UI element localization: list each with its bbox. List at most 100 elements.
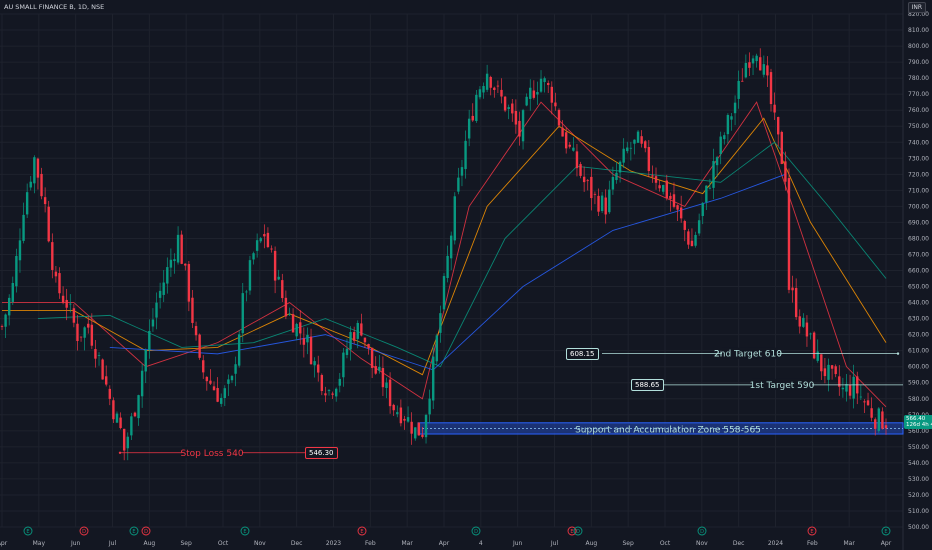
y-tick-label: 550.00 bbox=[908, 444, 929, 451]
candle-body bbox=[76, 323, 79, 342]
y-tick-label: 770.00 bbox=[908, 91, 929, 98]
y-tick-label: 810.00 bbox=[908, 27, 929, 34]
candle-body bbox=[841, 387, 845, 390]
candle-body bbox=[787, 178, 791, 290]
candle-body bbox=[507, 107, 510, 110]
candle-body bbox=[615, 172, 618, 181]
candle-body bbox=[665, 180, 668, 199]
candle-body bbox=[467, 118, 471, 139]
x-tick-label: Jun bbox=[70, 540, 81, 547]
candle-body bbox=[295, 323, 298, 337]
x-tick-label: Apr bbox=[0, 540, 8, 547]
y-tick-label: 510.00 bbox=[908, 508, 929, 515]
second-target-price-tag[interactable]: 608.15 bbox=[566, 347, 599, 360]
candle-body bbox=[848, 385, 852, 396]
candle-body bbox=[485, 73, 489, 90]
candle-body bbox=[220, 397, 223, 404]
candle-body bbox=[90, 324, 94, 346]
candle-body bbox=[604, 197, 607, 215]
event-marker-letter: D bbox=[144, 529, 148, 535]
candle-body bbox=[69, 303, 72, 305]
candle-body bbox=[270, 248, 273, 250]
candle-body bbox=[87, 323, 90, 328]
candle-body bbox=[733, 102, 737, 114]
candle-body bbox=[245, 291, 248, 293]
candle-body bbox=[536, 92, 539, 95]
event-marker-icon bbox=[240, 526, 250, 536]
candle-body bbox=[776, 117, 780, 135]
candle-body bbox=[830, 365, 834, 369]
x-tick-label: Oct bbox=[660, 540, 671, 547]
candle-body bbox=[122, 428, 126, 451]
candle-body bbox=[662, 184, 665, 192]
candle-body bbox=[741, 80, 744, 82]
candle-body bbox=[676, 205, 679, 210]
candle-body bbox=[884, 425, 888, 429]
event-marker-icon bbox=[573, 526, 583, 536]
candle-body bbox=[180, 234, 183, 264]
candle-body bbox=[723, 135, 726, 140]
candle-body bbox=[33, 157, 36, 184]
label-bg bbox=[722, 347, 778, 359]
first-target-price-tag[interactable]: 588.65 bbox=[631, 378, 664, 391]
candle-body bbox=[126, 436, 129, 449]
x-tick-label: Dec bbox=[733, 540, 745, 547]
y-tick-label: 620.00 bbox=[908, 332, 929, 339]
candle-body bbox=[94, 349, 97, 359]
candle-body bbox=[446, 255, 449, 278]
candle-body bbox=[590, 176, 593, 199]
candle-body bbox=[748, 62, 751, 68]
candle-body bbox=[820, 354, 823, 372]
candle-body bbox=[866, 400, 870, 406]
stop-loss-dot bbox=[118, 451, 122, 454]
y-tick-label: 740.00 bbox=[908, 139, 929, 146]
candle-body bbox=[708, 187, 712, 189]
candle-body bbox=[773, 104, 776, 113]
candle-body bbox=[155, 302, 158, 318]
x-tick-label: 2024 bbox=[768, 540, 783, 547]
candle-body bbox=[805, 322, 809, 337]
candle-body bbox=[493, 87, 496, 91]
candle-body bbox=[0, 326, 4, 327]
candle-body bbox=[816, 351, 819, 361]
y-tick-label: 670.00 bbox=[908, 251, 929, 258]
candle-body bbox=[259, 238, 262, 242]
candle-body bbox=[356, 322, 359, 339]
candle-body bbox=[755, 55, 758, 62]
candle-body bbox=[669, 195, 672, 199]
candle-body bbox=[608, 189, 611, 213]
candle-body bbox=[148, 330, 151, 351]
label-bg bbox=[182, 446, 242, 458]
first-target-label: 1st Target 590 bbox=[750, 381, 815, 391]
y-tick-label: 590.00 bbox=[908, 380, 929, 387]
y-tick-label: 750.00 bbox=[908, 123, 929, 130]
candle-body bbox=[166, 267, 169, 284]
candle-body bbox=[309, 336, 313, 365]
candle-body bbox=[471, 115, 474, 121]
candle-body bbox=[626, 147, 629, 152]
candle-body bbox=[532, 90, 536, 98]
candle-body bbox=[299, 322, 302, 334]
candle-body bbox=[726, 114, 730, 135]
candle-body bbox=[881, 411, 884, 429]
stop-loss-price-tag[interactable]: 546.30 bbox=[305, 446, 338, 459]
candle-body bbox=[158, 290, 162, 298]
x-tick-label: Jul bbox=[550, 540, 559, 547]
candle-body bbox=[352, 332, 356, 341]
candle-body bbox=[823, 368, 827, 377]
candle-body bbox=[802, 317, 805, 327]
event-marker-icon bbox=[471, 526, 481, 536]
x-tick-label: Dec bbox=[291, 540, 303, 547]
candle-body bbox=[273, 250, 277, 281]
candle-body bbox=[564, 132, 568, 149]
candle-body bbox=[838, 376, 841, 387]
currency-badge[interactable]: INR bbox=[907, 2, 926, 13]
candle-body bbox=[421, 434, 424, 437]
y-tick-label: 560.00 bbox=[908, 428, 929, 435]
candle-body bbox=[15, 255, 18, 287]
x-tick-label: Jun bbox=[512, 540, 523, 547]
candle-body bbox=[428, 398, 431, 415]
support-zone-label: Support and Accumulation Zone 558-565 bbox=[575, 426, 761, 436]
candle-body bbox=[198, 334, 201, 358]
